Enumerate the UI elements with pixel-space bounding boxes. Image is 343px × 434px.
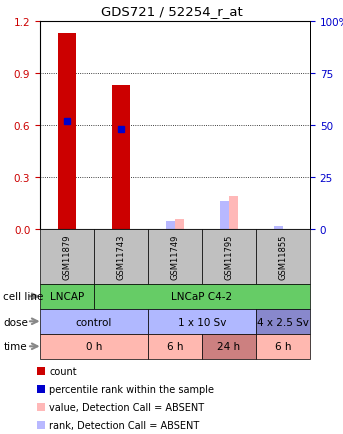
Text: LNCaP C4-2: LNCaP C4-2 — [172, 292, 233, 302]
Text: time: time — [3, 342, 27, 352]
Bar — [274, 226, 283, 230]
Bar — [175, 220, 184, 230]
Text: dose: dose — [3, 317, 28, 327]
Text: control: control — [76, 317, 112, 327]
Text: GSM11795: GSM11795 — [225, 234, 234, 279]
Text: 6 h: 6 h — [167, 342, 183, 352]
Text: cell line: cell line — [3, 292, 44, 302]
Text: percentile rank within the sample: percentile rank within the sample — [49, 384, 214, 394]
Text: rank, Detection Call = ABSENT: rank, Detection Call = ABSENT — [49, 420, 199, 430]
Text: value, Detection Call = ABSENT: value, Detection Call = ABSENT — [49, 402, 204, 412]
Text: 1 x 10 Sv: 1 x 10 Sv — [178, 317, 226, 327]
Text: LNCAP: LNCAP — [50, 292, 84, 302]
Bar — [58, 34, 76, 230]
Text: GSM11879: GSM11879 — [62, 234, 71, 279]
Text: GSM11749: GSM11749 — [170, 234, 179, 279]
Bar — [229, 197, 238, 230]
Bar — [166, 222, 175, 230]
Text: 6 h: 6 h — [275, 342, 291, 352]
Text: 4 x 2.5 Sv: 4 x 2.5 Sv — [257, 317, 309, 327]
Text: GSM11855: GSM11855 — [279, 234, 287, 279]
Text: 24 h: 24 h — [217, 342, 240, 352]
Text: 0 h: 0 h — [86, 342, 102, 352]
Text: GDS721 / 52254_r_at: GDS721 / 52254_r_at — [100, 5, 243, 18]
Bar — [111, 86, 130, 230]
Text: GSM11743: GSM11743 — [117, 234, 126, 279]
Bar — [221, 202, 229, 230]
Text: count: count — [49, 366, 76, 376]
